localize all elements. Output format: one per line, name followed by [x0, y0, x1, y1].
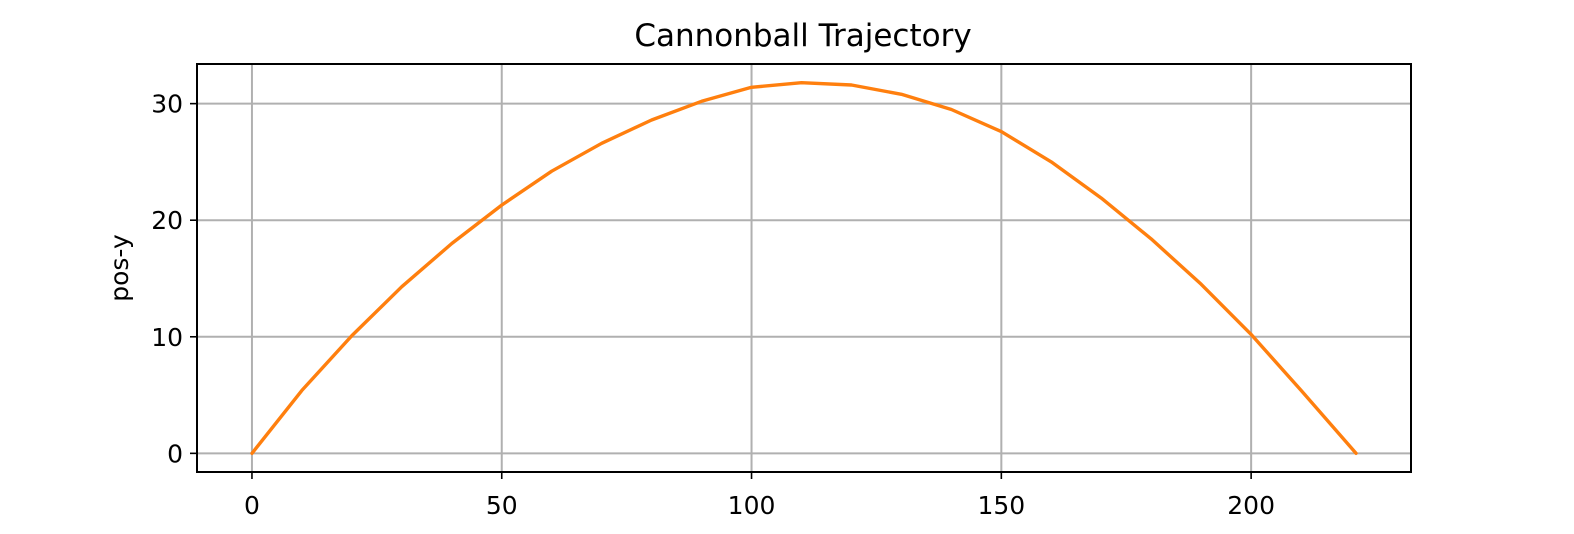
trajectory-line [250, 81, 1358, 455]
x-tick-label: 0 [244, 491, 260, 520]
x-tick-label: 50 [486, 491, 518, 520]
y-tick-label: 30 [151, 90, 183, 119]
series-layer [250, 81, 1358, 455]
x-tick-label: 100 [728, 491, 776, 520]
x-tick-label: 150 [977, 491, 1025, 520]
y-axis-label: pos-y [105, 234, 134, 302]
y-tick-label: 10 [151, 323, 183, 352]
x-axis: 0 50 100 150 200 [244, 472, 1275, 520]
y-tick-label: 0 [167, 439, 183, 468]
grid [197, 64, 1411, 472]
y-tick-label: 20 [151, 206, 183, 235]
chart-title: Cannonball Trajectory [634, 18, 971, 54]
x-tick-label: 200 [1227, 491, 1275, 520]
plot-frame [196, 63, 1412, 473]
y-axis: 0 10 20 30 [151, 90, 197, 468]
